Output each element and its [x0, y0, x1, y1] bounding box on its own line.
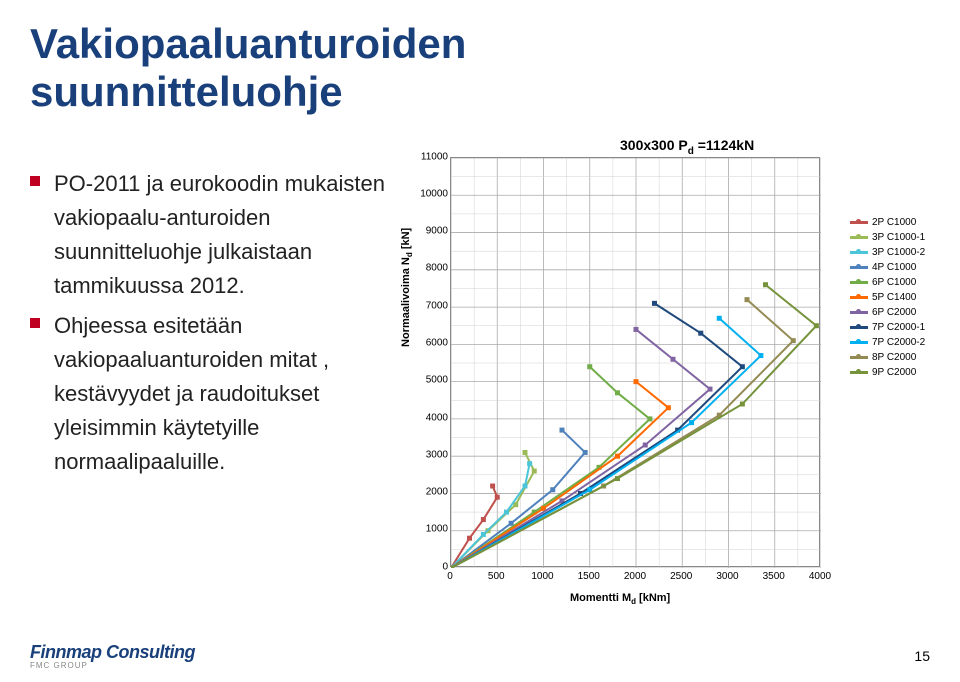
x-tick: 1000: [531, 571, 553, 582]
y-axis-label: Normaalivoima Nd [kN]: [400, 227, 414, 346]
logo-main: Finnmap Consulting: [30, 642, 195, 663]
legend-label: 7P C2000-2: [872, 337, 925, 348]
x-tick: 0: [447, 571, 453, 582]
legend-swatch-icon: [850, 251, 868, 254]
bullet-text: Ohjeessa esitetään vakiopaaluanturoiden …: [54, 309, 390, 479]
bullet-icon: [30, 176, 40, 186]
bullet-text: PO-2011 ja eurokoodin mukaisten vakiopaa…: [54, 167, 390, 303]
title-line2: suunnitteluohje: [30, 68, 343, 115]
legend-label: 6P C1000: [872, 277, 916, 288]
y-tick: 2000: [426, 487, 448, 498]
y-tick: 11000: [421, 151, 448, 162]
legend-item: 8P C2000: [850, 352, 940, 363]
legend-label: 3P C1000-2: [872, 247, 925, 258]
logo: Finnmap Consulting FMC GROUP: [30, 642, 195, 670]
x-tick: 1500: [578, 571, 600, 582]
legend-swatch-icon: [850, 341, 868, 344]
legend-item: 7P C2000-2: [850, 337, 940, 348]
chart-title: 300x300 Pd =1124kN: [620, 137, 754, 157]
legend-label: 7P C2000-1: [872, 322, 925, 333]
legend-swatch-icon: [850, 326, 868, 329]
page-number: 15: [914, 648, 930, 664]
y-tick: 6000: [426, 337, 448, 348]
legend-item: 3P C1000-1: [850, 232, 940, 243]
legend-item: 5P C1400: [850, 292, 940, 303]
chart-container: 300x300 Pd =1124kN Normaalivoima Nd [kN]…: [400, 137, 930, 617]
legend-label: 4P C1000: [872, 262, 916, 273]
page-title: Vakiopaaluanturoiden suunnitteluohje: [30, 20, 930, 117]
x-tick: 2000: [624, 571, 646, 582]
x-tick: 500: [488, 571, 505, 582]
list-item: PO-2011 ja eurokoodin mukaisten vakiopaa…: [30, 167, 390, 303]
x-tick: 2500: [670, 571, 692, 582]
x-tick: 3500: [763, 571, 785, 582]
legend-label: 5P C1400: [872, 292, 916, 303]
y-tick: 3000: [426, 449, 448, 460]
legend-label: 2P C1000: [872, 217, 916, 228]
y-tick: 7000: [426, 300, 448, 311]
legend-item: 4P C1000: [850, 262, 940, 273]
y-tick: 5000: [426, 375, 448, 386]
legend-swatch-icon: [850, 221, 868, 224]
x-tick: 4000: [809, 571, 831, 582]
title-line1: Vakiopaaluanturoiden: [30, 20, 466, 67]
y-tick: 4000: [426, 412, 448, 423]
legend-swatch-icon: [850, 266, 868, 269]
legend-item: 3P C1000-2: [850, 247, 940, 258]
legend-swatch-icon: [850, 356, 868, 359]
logo-sub: FMC GROUP: [30, 661, 195, 670]
legend: 2P C1000 3P C1000-1 3P C1000-2 4P C1000 6P C…: [850, 217, 940, 382]
legend-swatch-icon: [850, 236, 868, 239]
y-tick: 10000: [420, 188, 448, 199]
legend-swatch-icon: [850, 281, 868, 284]
legend-label: 9P C2000: [872, 367, 916, 378]
legend-swatch-icon: [850, 311, 868, 314]
legend-swatch-icon: [850, 296, 868, 299]
x-axis-label: Momentti Md [kNm]: [570, 592, 670, 606]
legend-label: 8P C2000: [872, 352, 916, 363]
legend-item: 9P C2000: [850, 367, 940, 378]
plot-area: [450, 157, 820, 567]
y-tick: 9000: [426, 226, 448, 237]
y-tick: 1000: [426, 524, 448, 535]
legend-item: 7P C2000-1: [850, 322, 940, 333]
legend-item: 2P C1000: [850, 217, 940, 228]
y-tick: 8000: [426, 263, 448, 274]
legend-item: 6P C2000: [850, 307, 940, 318]
list-item: Ohjeessa esitetään vakiopaaluanturoiden …: [30, 309, 390, 479]
bullet-icon: [30, 318, 40, 328]
legend-label: 3P C1000-1: [872, 232, 925, 243]
legend-swatch-icon: [850, 371, 868, 374]
bullet-list: PO-2011 ja eurokoodin mukaisten vakiopaa…: [30, 137, 390, 617]
x-tick: 3000: [716, 571, 738, 582]
legend-label: 6P C2000: [872, 307, 916, 318]
legend-item: 6P C1000: [850, 277, 940, 288]
